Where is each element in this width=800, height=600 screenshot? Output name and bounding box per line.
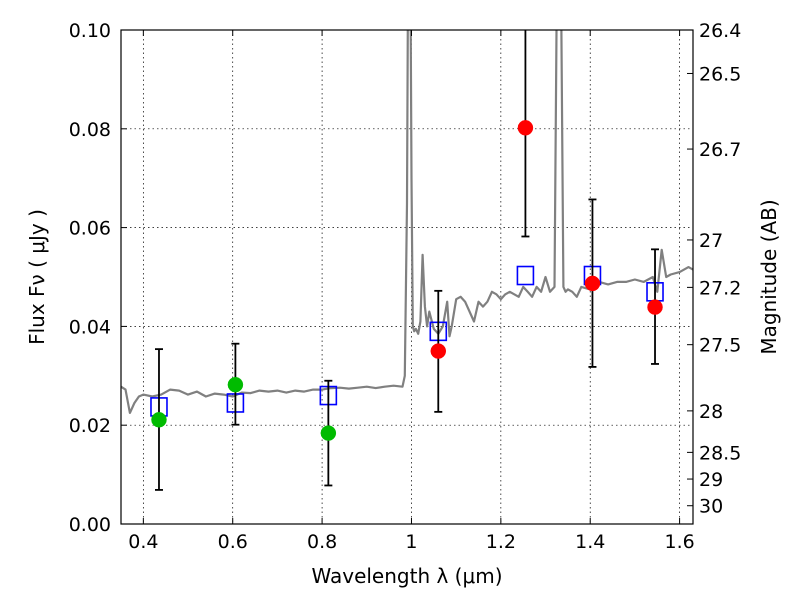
axis-ticks: 0.4 0.6 0.8 1 1.2 1.4 1.6 0.00 0.02 0.04 0.06 0.08 0…: [69, 20, 742, 553]
spectrum-line: [121, 30, 693, 414]
y2-tick-label: 26.7: [699, 139, 741, 161]
y2-tick-label: 27.5: [699, 335, 741, 357]
y2-tick-label: 30: [699, 496, 723, 518]
y-tick-label: 0.00: [69, 514, 111, 536]
y-axis-label: Flux Fν ( μJy ): [25, 209, 49, 345]
x-tick-label: 0.8: [307, 531, 337, 553]
y-tick-label: 0.06: [69, 218, 111, 240]
data-point: [320, 425, 337, 441]
data-layer: [121, 30, 693, 491]
data-point: [151, 412, 167, 428]
y-tick-label: 0.02: [69, 415, 111, 437]
y2-tick-label: 29: [699, 469, 723, 491]
y2-tick-label: 27.2: [699, 277, 741, 299]
y2-tick-label: 26.5: [699, 63, 741, 85]
plot-frame: [120, 29, 694, 525]
x-tick-label: 1.4: [575, 531, 605, 553]
data-point: [647, 299, 663, 315]
model-square-marker: [516, 265, 535, 286]
data-point: [517, 120, 534, 136]
x-tick-label: 1.6: [664, 531, 694, 553]
y2-tick-label: 26.4: [699, 20, 741, 42]
data-point: [430, 343, 447, 359]
x-tick-label: 1.2: [486, 531, 516, 553]
y-tick-label: 0.10: [69, 20, 111, 42]
x-tick-label: 0.6: [218, 531, 248, 553]
y2-axis-label: Magnitude (AB): [757, 199, 781, 354]
data-point: [584, 275, 601, 292]
y-tick-label: 0.04: [69, 316, 111, 338]
y-tick-label: 0.08: [69, 119, 111, 141]
x-tick-label: 0.4: [128, 531, 158, 553]
y2-tick-label: 28: [699, 401, 723, 423]
x-tick-label: 1: [405, 531, 417, 553]
x-axis-label: Wavelength λ (μm): [311, 564, 502, 588]
y2-tick-label: 28.5: [699, 442, 741, 464]
data-point: [227, 376, 244, 393]
y2-tick-label: 27: [699, 230, 723, 252]
